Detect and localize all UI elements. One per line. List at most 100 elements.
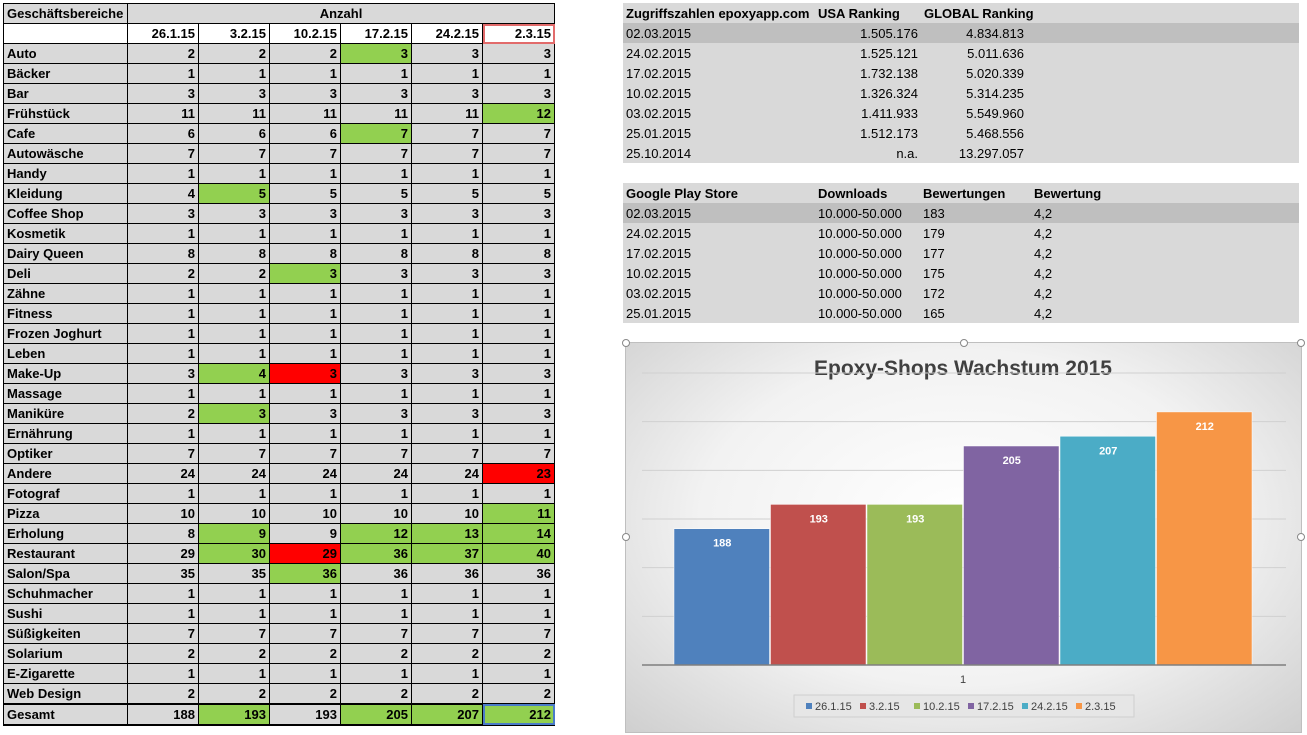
category-name[interactable]: Restaurant: [3, 543, 128, 564]
count-cell[interactable]: 2: [198, 683, 270, 705]
play-row-cell[interactable]: 4,2: [1034, 305, 1053, 321]
count-cell[interactable]: 2: [269, 43, 341, 64]
count-cell[interactable]: 7: [127, 443, 199, 464]
count-cell[interactable]: 1: [340, 483, 412, 504]
count-cell[interactable]: 3: [269, 263, 341, 284]
count-cell[interactable]: 11: [198, 103, 270, 124]
chart[interactable]: Epoxy-Shops Wachstum 2015 188 193 193 205 20…: [622, 339, 1305, 733]
count-cell[interactable]: 1: [198, 303, 270, 324]
count-cell[interactable]: 6: [198, 123, 270, 144]
count-cell[interactable]: 1: [411, 603, 483, 624]
count-cell[interactable]: 2: [127, 683, 199, 705]
count-cell[interactable]: 8: [127, 243, 199, 264]
ranking-row-cell[interactable]: 25.10.2014: [626, 145, 692, 161]
category-name[interactable]: Solarium: [3, 643, 128, 664]
play-row-cell[interactable]: 25.01.2015: [626, 305, 692, 321]
count-cell[interactable]: 2: [127, 263, 199, 284]
count-cell[interactable]: 7: [482, 443, 555, 464]
play-row-cell[interactable]: 10.000-50.000: [818, 265, 902, 281]
count-cell[interactable]: 1: [269, 223, 341, 244]
ranking-row-cell[interactable]: 24.02.2015: [626, 45, 692, 61]
category-name[interactable]: Leben: [3, 343, 128, 364]
count-cell[interactable]: 8: [482, 243, 555, 264]
count-cell[interactable]: 3: [340, 203, 412, 224]
total-cell[interactable]: 188: [127, 703, 199, 726]
count-cell[interactable]: 7: [411, 623, 483, 644]
legend-entry[interactable]: 26.1.15: [815, 701, 852, 713]
play-header-reviews[interactable]: Bewertungen: [923, 185, 1006, 201]
count-cell[interactable]: 3: [411, 43, 483, 64]
count-cell[interactable]: 1: [482, 63, 555, 84]
count-cell[interactable]: 1: [198, 343, 270, 364]
count-cell[interactable]: 1: [127, 383, 199, 404]
count-cell[interactable]: 1: [269, 663, 341, 684]
ranking-row-cell[interactable]: 5.314.235: [966, 85, 1024, 101]
category-name[interactable]: Coffee Shop: [3, 203, 128, 224]
count-cell[interactable]: 1: [340, 163, 412, 184]
count-cell[interactable]: 1: [127, 343, 199, 364]
date-header[interactable]: 17.2.15: [340, 23, 412, 44]
count-cell[interactable]: 1: [411, 303, 483, 324]
category-name[interactable]: Salon/Spa: [3, 563, 128, 584]
date-header[interactable]: 26.1.15: [127, 23, 199, 44]
count-cell[interactable]: 2: [127, 403, 199, 424]
category-name[interactable]: Make-Up: [3, 363, 128, 384]
count-cell[interactable]: 1: [482, 283, 555, 304]
legend-entry[interactable]: 10.2.15: [923, 701, 960, 713]
bar-17.2.15[interactable]: [963, 445, 1060, 666]
count-cell[interactable]: 12: [340, 523, 412, 544]
play-row-cell[interactable]: 4,2: [1031, 203, 1299, 223]
category-name[interactable]: Fitness: [3, 303, 128, 324]
count-cell[interactable]: 1: [127, 63, 199, 84]
category-name[interactable]: Deli: [3, 263, 128, 284]
resize-handle-top[interactable]: [960, 339, 968, 347]
category-name[interactable]: Optiker: [3, 443, 128, 464]
count-cell[interactable]: 36: [340, 543, 412, 564]
count-cell[interactable]: 1: [127, 663, 199, 684]
empty-cell[interactable]: [1027, 103, 1299, 123]
count-cell[interactable]: 1: [411, 343, 483, 364]
count-cell[interactable]: 2: [198, 263, 270, 284]
count-cell[interactable]: 1: [482, 343, 555, 364]
empty-cell[interactable]: [1027, 3, 1299, 23]
count-cell[interactable]: 1: [482, 663, 555, 684]
count-cell[interactable]: 24: [340, 463, 412, 484]
resize-handle-right[interactable]: [1297, 533, 1305, 541]
count-cell[interactable]: 5: [482, 183, 555, 204]
play-row-cell[interactable]: 179: [923, 225, 945, 241]
category-name[interactable]: Kleidung: [3, 183, 128, 204]
count-cell[interactable]: 1: [411, 223, 483, 244]
count-cell[interactable]: 1: [340, 603, 412, 624]
count-cell[interactable]: 1: [482, 163, 555, 184]
count-cell[interactable]: 1: [127, 283, 199, 304]
count-cell[interactable]: 5: [340, 183, 412, 204]
count-cell[interactable]: 3: [482, 43, 555, 64]
count-cell[interactable]: 3: [340, 43, 412, 64]
legend-entry[interactable]: 17.2.15: [977, 701, 1014, 713]
category-name[interactable]: Bar: [3, 83, 128, 104]
count-cell[interactable]: 1: [340, 283, 412, 304]
count-cell[interactable]: 1: [482, 423, 555, 444]
count-cell[interactable]: 3: [269, 83, 341, 104]
count-cell[interactable]: 3: [340, 83, 412, 104]
ranking-row-cell[interactable]: 5.011.636: [967, 45, 1024, 61]
count-cell[interactable]: 8: [340, 243, 412, 264]
blank-cell[interactable]: [3, 23, 128, 44]
count-cell[interactable]: 9: [198, 523, 270, 544]
category-name[interactable]: Ernährung: [3, 423, 128, 444]
count-cell[interactable]: 8: [127, 523, 199, 544]
count-cell[interactable]: 3: [269, 363, 341, 384]
count-cell[interactable]: 1: [198, 63, 270, 84]
empty-cell[interactable]: [1027, 63, 1299, 83]
count-cell[interactable]: 3: [482, 203, 555, 224]
category-name[interactable]: Andere: [3, 463, 128, 484]
play-row-cell[interactable]: 183: [920, 203, 1031, 223]
count-cell[interactable]: 8: [198, 243, 270, 264]
count-cell[interactable]: 10: [269, 503, 341, 524]
ranking-row-cell[interactable]: 4.834.813: [921, 23, 1027, 43]
count-cell[interactable]: 1: [198, 163, 270, 184]
legend-entry[interactable]: 24.2.15: [1031, 701, 1068, 713]
count-cell[interactable]: 3: [482, 263, 555, 284]
category-name[interactable]: Autowäsche: [3, 143, 128, 164]
count-cell[interactable]: 1: [340, 63, 412, 84]
